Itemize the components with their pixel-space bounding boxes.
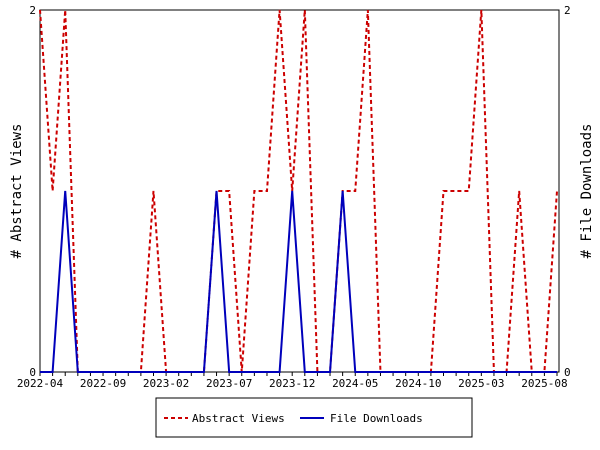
- x-tick-label: 2024-10: [395, 377, 441, 390]
- series-line-file-downloads: [40, 190, 557, 373]
- y-tick-left-2: 2: [29, 4, 36, 17]
- legend-label-file-downloads: File Downloads: [330, 412, 423, 425]
- x-tick-label: 2022-04: [17, 377, 64, 390]
- x-tick-label: 2023-12: [269, 377, 315, 390]
- x-tick-label: 2025-03: [458, 377, 504, 390]
- legend-label-abstract-views: Abstract Views: [192, 412, 285, 425]
- legend: Abstract Views File Downloads: [155, 397, 473, 438]
- y-axis-label: # Abstract Views: [9, 124, 25, 259]
- x-tick-label: 2022-09: [80, 377, 126, 390]
- x-tick-label: 2023-07: [206, 377, 252, 390]
- y-tick-right-0: 0: [564, 366, 571, 379]
- y-tick-right-2: 2: [564, 4, 571, 17]
- y-tick-left-0: 0: [29, 366, 36, 379]
- y2-axis-label: # File Downloads: [579, 124, 595, 259]
- x-tick-label: 2024-05: [332, 377, 378, 390]
- plot-area: [39, 9, 560, 373]
- x-tick-label: 2023-02: [143, 377, 189, 390]
- x-tick-label: 2025-08: [521, 377, 567, 390]
